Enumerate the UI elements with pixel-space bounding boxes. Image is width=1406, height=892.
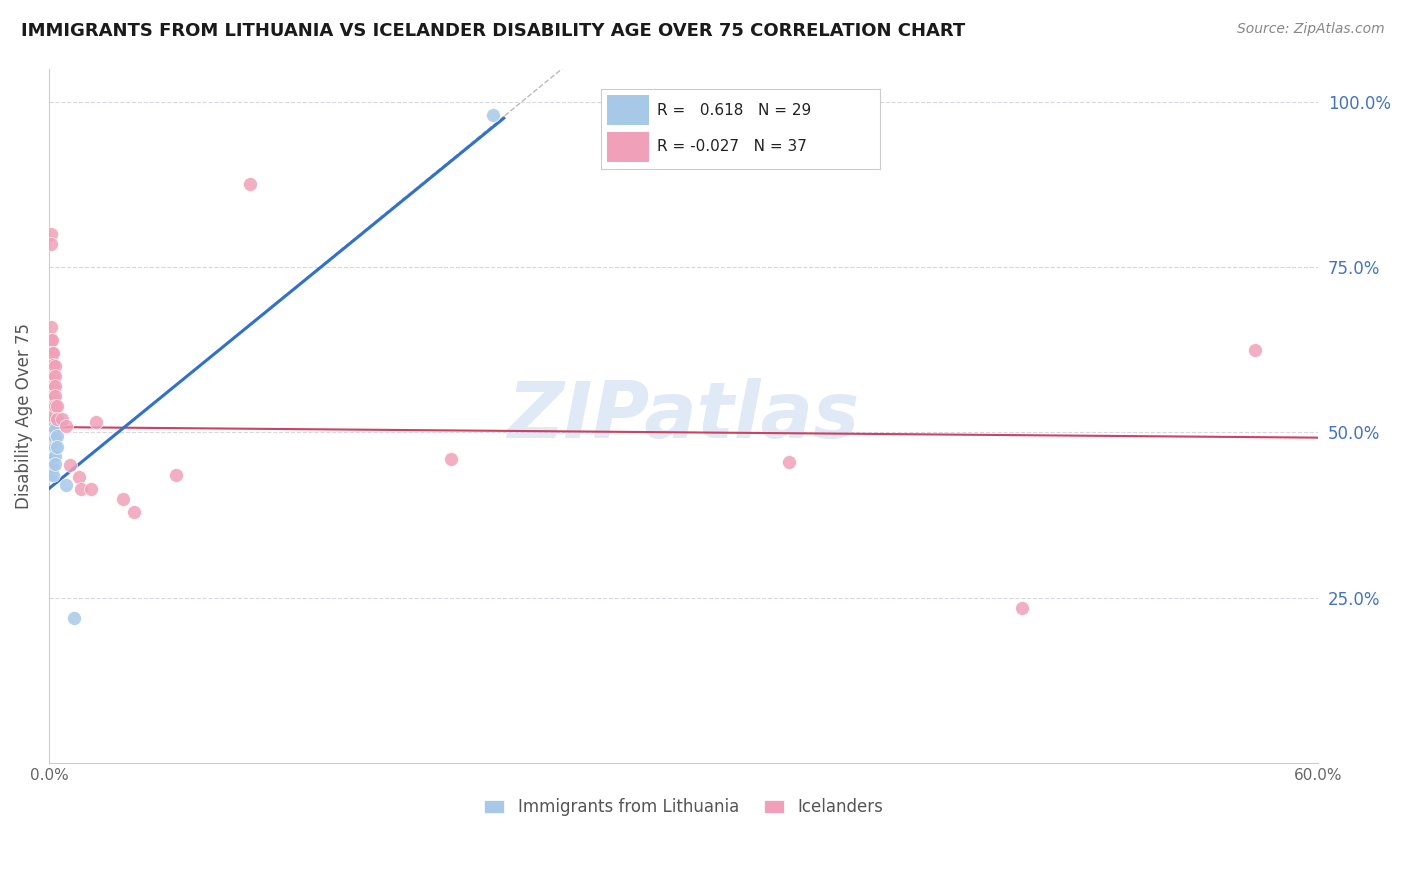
Point [1011,600,1033,615]
Point [778,455,800,469]
Point [44,379,66,393]
Point [55,478,77,492]
Point [42,358,65,372]
Point [41,431,63,445]
Point [111,491,134,506]
Point [42,369,65,384]
Point [55,418,77,433]
Point [122,505,145,519]
Text: IMMIGRANTS FROM LITHUANIA VS ICELANDER DISABILITY AGE OVER 75 CORRELATION CHART: IMMIGRANTS FROM LITHUANIA VS ICELANDER D… [21,22,966,40]
Point [39,468,62,483]
Point [39,418,62,433]
Y-axis label: Disability Age Over 75: Disability Age Over 75 [15,323,32,508]
Point [39,459,62,474]
Point [51,412,73,426]
Point [84,416,107,430]
Point [44,440,66,454]
Point [39,236,62,251]
Point [42,416,65,430]
Point [482,108,505,122]
Point [42,389,65,403]
Point [44,457,66,471]
Text: Source: ZipAtlas.com: Source: ZipAtlas.com [1237,22,1385,37]
Point [46,412,69,426]
Point [67,470,90,484]
Point [42,451,65,466]
Point [44,399,66,413]
Point [46,440,69,454]
Point [39,443,62,458]
Point [39,319,62,334]
Point [165,468,187,483]
Point [39,405,62,419]
Point [1243,343,1265,357]
Point [42,459,65,474]
Point [39,346,62,360]
Point [46,428,69,442]
Point [42,468,65,483]
Point [42,409,65,423]
Point [41,333,63,347]
Point [39,451,62,466]
Point [44,389,66,403]
Point [44,449,66,463]
Point [44,359,66,374]
Point [39,227,62,241]
Text: ZIPatlas: ZIPatlas [508,378,859,454]
Point [42,442,65,457]
Point [42,434,65,448]
Point [41,412,63,426]
Point [69,482,91,496]
Point [39,333,62,347]
Point [80,482,103,496]
Point [42,346,65,360]
Point [42,399,65,413]
Point [41,356,63,370]
Point [46,399,69,413]
Point [44,431,66,445]
Point [39,426,62,441]
Point [44,422,66,436]
Point [63,610,86,624]
Point [440,451,463,466]
Point [239,178,262,192]
Point [42,425,65,440]
Legend: Immigrants from Lithuania, Icelanders: Immigrants from Lithuania, Icelanders [475,789,891,824]
Point [41,346,63,360]
Point [41,422,63,436]
Point [59,458,82,473]
Point [39,435,62,450]
Point [42,379,65,393]
Point [39,389,62,403]
Point [44,369,66,384]
